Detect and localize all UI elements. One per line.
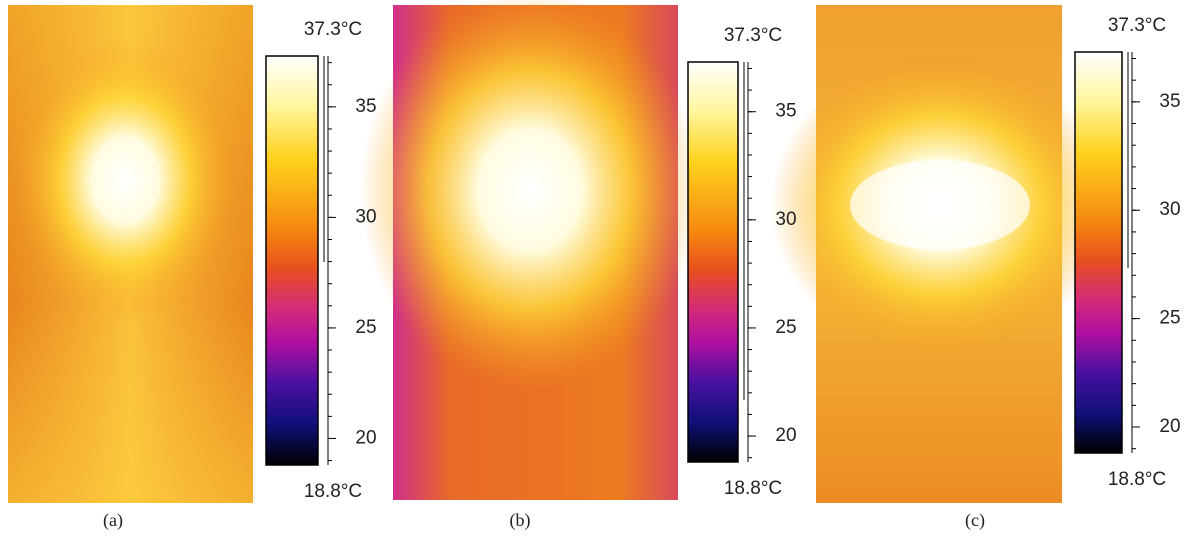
- tick-label: 20: [1159, 416, 1180, 437]
- tick-label: 30: [775, 209, 796, 230]
- max-label: 37.3°C: [304, 19, 362, 40]
- tick-label: 20: [355, 427, 376, 448]
- tick-label: 25: [775, 317, 796, 338]
- colorbar: [1075, 52, 1122, 453]
- tick-label: 25: [1159, 308, 1180, 329]
- min-label: 18.8°C: [1108, 469, 1166, 490]
- tick-label: 20: [775, 425, 796, 446]
- tick-label: 35: [1159, 91, 1180, 112]
- max-label: 37.3°C: [1108, 15, 1166, 36]
- caption: (c): [965, 510, 985, 531]
- thermal-image-b: [360, 0, 700, 500]
- colorbar: [688, 62, 738, 462]
- max-label: 37.3°C: [724, 25, 782, 46]
- colorbar: [266, 56, 318, 465]
- figure: 20 25 30 35 37.3°C 18.8°C (a) 20 25 30 35 37.3°C 18.…: [0, 0, 1203, 540]
- caption: (a): [103, 510, 123, 531]
- min-label: 18.8°C: [304, 481, 362, 502]
- tick-label: 35: [775, 101, 796, 122]
- min-label: 18.8°C: [724, 478, 782, 499]
- thermal-image-c: [770, 5, 1110, 503]
- caption: (b): [510, 510, 531, 531]
- tick-label: 25: [355, 317, 376, 338]
- tick-label: 30: [1159, 199, 1180, 220]
- thermal-image-a: [8, 5, 253, 503]
- tick-label: 30: [355, 206, 376, 227]
- tick-label: 35: [355, 96, 376, 117]
